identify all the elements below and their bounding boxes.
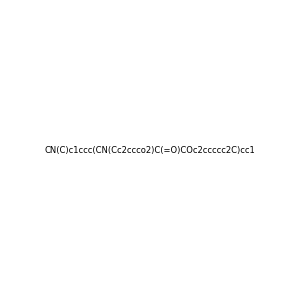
Text: CN(C)c1ccc(CN(Cc2ccco2)C(=O)COc2ccccc2C)cc1: CN(C)c1ccc(CN(Cc2ccco2)C(=O)COc2ccccc2C)… (45, 146, 255, 154)
